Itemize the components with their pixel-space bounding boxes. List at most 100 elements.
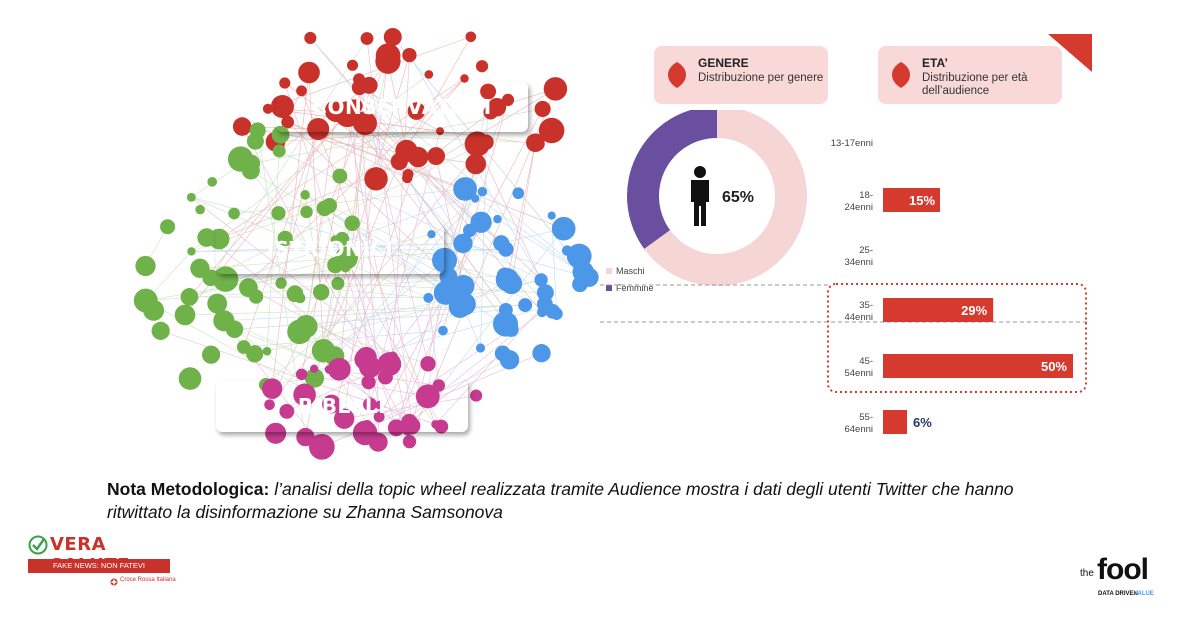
network-node-blue xyxy=(453,233,473,254)
network-node-ribelli xyxy=(279,403,295,419)
network-node-ribelli xyxy=(355,346,377,368)
network-node-istrionici xyxy=(262,346,272,356)
leaf-icon xyxy=(667,62,687,88)
network-node-conservatori xyxy=(375,43,401,69)
network-node-istrionici xyxy=(212,266,239,292)
network-node-istrionici xyxy=(174,304,196,326)
age-tick-label: 54enni xyxy=(844,368,873,379)
network-node-blue xyxy=(550,307,563,320)
istrionici-text: ISTRIONICI xyxy=(266,237,394,261)
note-text-part1: l’analisi della xyxy=(274,479,374,499)
fool-tagline-accent: VALUE xyxy=(1134,591,1154,597)
network-node-blue xyxy=(537,307,547,318)
network-node-conservatori xyxy=(402,47,417,63)
network-node-conservatori xyxy=(475,60,489,73)
legend-label-maschi: Maschi xyxy=(616,266,645,276)
network-node-blue xyxy=(471,194,480,203)
age-panel-subtitle: Distribuzione per età dell’audience xyxy=(922,72,1027,98)
age-panel-title: ETA’ xyxy=(922,56,948,70)
network-node-istrionici xyxy=(202,269,220,287)
network-node-conservatori xyxy=(298,61,320,84)
network-node-ribelli xyxy=(402,434,417,449)
network-node-ribelli xyxy=(373,411,385,423)
network-node-blue xyxy=(493,214,502,224)
network-node-blue xyxy=(518,298,533,313)
network-node-ribelli xyxy=(361,375,376,390)
network-node-ribelli xyxy=(327,357,351,381)
gender-panel-header: GENERE Distribuzione per genere xyxy=(654,46,828,104)
methodology-note: Nota Metodologica: l’analisi della topic… xyxy=(107,478,1117,524)
network-node-ribelli xyxy=(432,379,446,392)
network-node-istrionici xyxy=(207,177,218,187)
age-bar xyxy=(883,410,907,434)
network-node-blue xyxy=(452,274,475,297)
age-bar-value-label: 6% xyxy=(913,415,932,430)
fool-tagline: DATA DRIVEN xyxy=(1098,591,1138,597)
leaf-icon xyxy=(891,62,911,88)
network-node-ribelli xyxy=(310,364,319,373)
age-tick-label: 18- xyxy=(859,190,873,201)
network-node-blue xyxy=(477,186,488,197)
network-node-conservatori xyxy=(465,31,477,43)
network-node-ribelli xyxy=(296,427,315,447)
network-node-ribelli xyxy=(377,352,402,376)
network-node-ribelli xyxy=(470,389,483,402)
network-node-istrionici xyxy=(180,288,199,306)
network-node-blue xyxy=(512,187,525,200)
network-node-istrionici xyxy=(195,204,205,215)
vera-salute-logo: VERA SALUTE FAKE NEWS: NON FATEVI CONTAG… xyxy=(28,532,178,592)
croce-rossa-label: Croce Rossa Italiana xyxy=(120,577,176,583)
age-bar-value-label: 50% xyxy=(1041,359,1067,374)
network-node-ribelli xyxy=(293,383,316,407)
age-bar xyxy=(883,354,1073,378)
network-node-blue xyxy=(433,280,458,305)
network-node-ribelli xyxy=(361,420,373,431)
network-node-blue xyxy=(475,343,486,353)
gender-panel-title: GENERE xyxy=(698,56,749,70)
network-node-conservatori xyxy=(304,31,317,45)
network-node-blue xyxy=(470,211,492,233)
network-node-istrionici xyxy=(300,205,313,219)
network-node-blue xyxy=(551,216,576,241)
network-node-conservatori xyxy=(395,139,418,163)
network-node-istrionici xyxy=(241,280,251,290)
network-node-blue xyxy=(492,311,519,337)
network-node-istrionici xyxy=(271,206,286,221)
network-graph xyxy=(133,28,599,460)
network-node-blue xyxy=(439,267,458,286)
network-node-conservatori xyxy=(487,97,507,117)
network-node-blue xyxy=(453,177,477,201)
network-node-blue xyxy=(534,273,548,287)
age-tick-label: 44enni xyxy=(844,312,873,323)
age-bar-chart: 13-17enni 18-24enni 15% 25-34enni 35-44enni 2… xyxy=(827,138,1087,435)
network-node-conservatori xyxy=(232,117,252,136)
network-node-istrionici xyxy=(271,125,290,144)
age-tick-label: 35- xyxy=(859,300,873,311)
the-fool-logo: the fool DATA DRIVEN VALUE xyxy=(1078,553,1168,605)
topic-wheel-network: CONSERVATORI ISTRIONICI RIBELLI xyxy=(130,10,600,470)
network-node-blue xyxy=(536,284,554,302)
fool-the: the xyxy=(1080,568,1094,579)
age-tick-label: 64enni xyxy=(844,424,873,435)
donut-center-label: 65% xyxy=(722,189,754,206)
donut-slice-maschi xyxy=(644,110,807,286)
network-node-conservatori xyxy=(360,32,374,45)
network-node-istrionici xyxy=(248,289,264,304)
legend-label-femmine: Femmine xyxy=(616,283,654,293)
conservatori-text: CONSERVATORI xyxy=(312,95,492,119)
cluster-label-conservatori: CONSERVATORI xyxy=(276,82,528,132)
network-node-conservatori xyxy=(427,147,446,166)
network-node-blue xyxy=(532,344,551,363)
network-node-istrionici xyxy=(344,215,360,231)
age-bar xyxy=(883,298,994,322)
network-node-ribelli xyxy=(415,384,440,409)
network-node-istrionici xyxy=(335,231,350,246)
gender-panel-subtitle: Distribuzione per genere xyxy=(698,72,824,84)
network-node-istrionici xyxy=(197,228,216,247)
dashed-separators xyxy=(600,284,1090,323)
network-node-conservatori xyxy=(534,100,551,117)
age-tick-label: 34enni xyxy=(844,257,873,268)
network-node-conservatori xyxy=(478,134,494,150)
network-node-istrionici xyxy=(186,192,196,202)
donut-slice-femmine xyxy=(627,110,717,249)
